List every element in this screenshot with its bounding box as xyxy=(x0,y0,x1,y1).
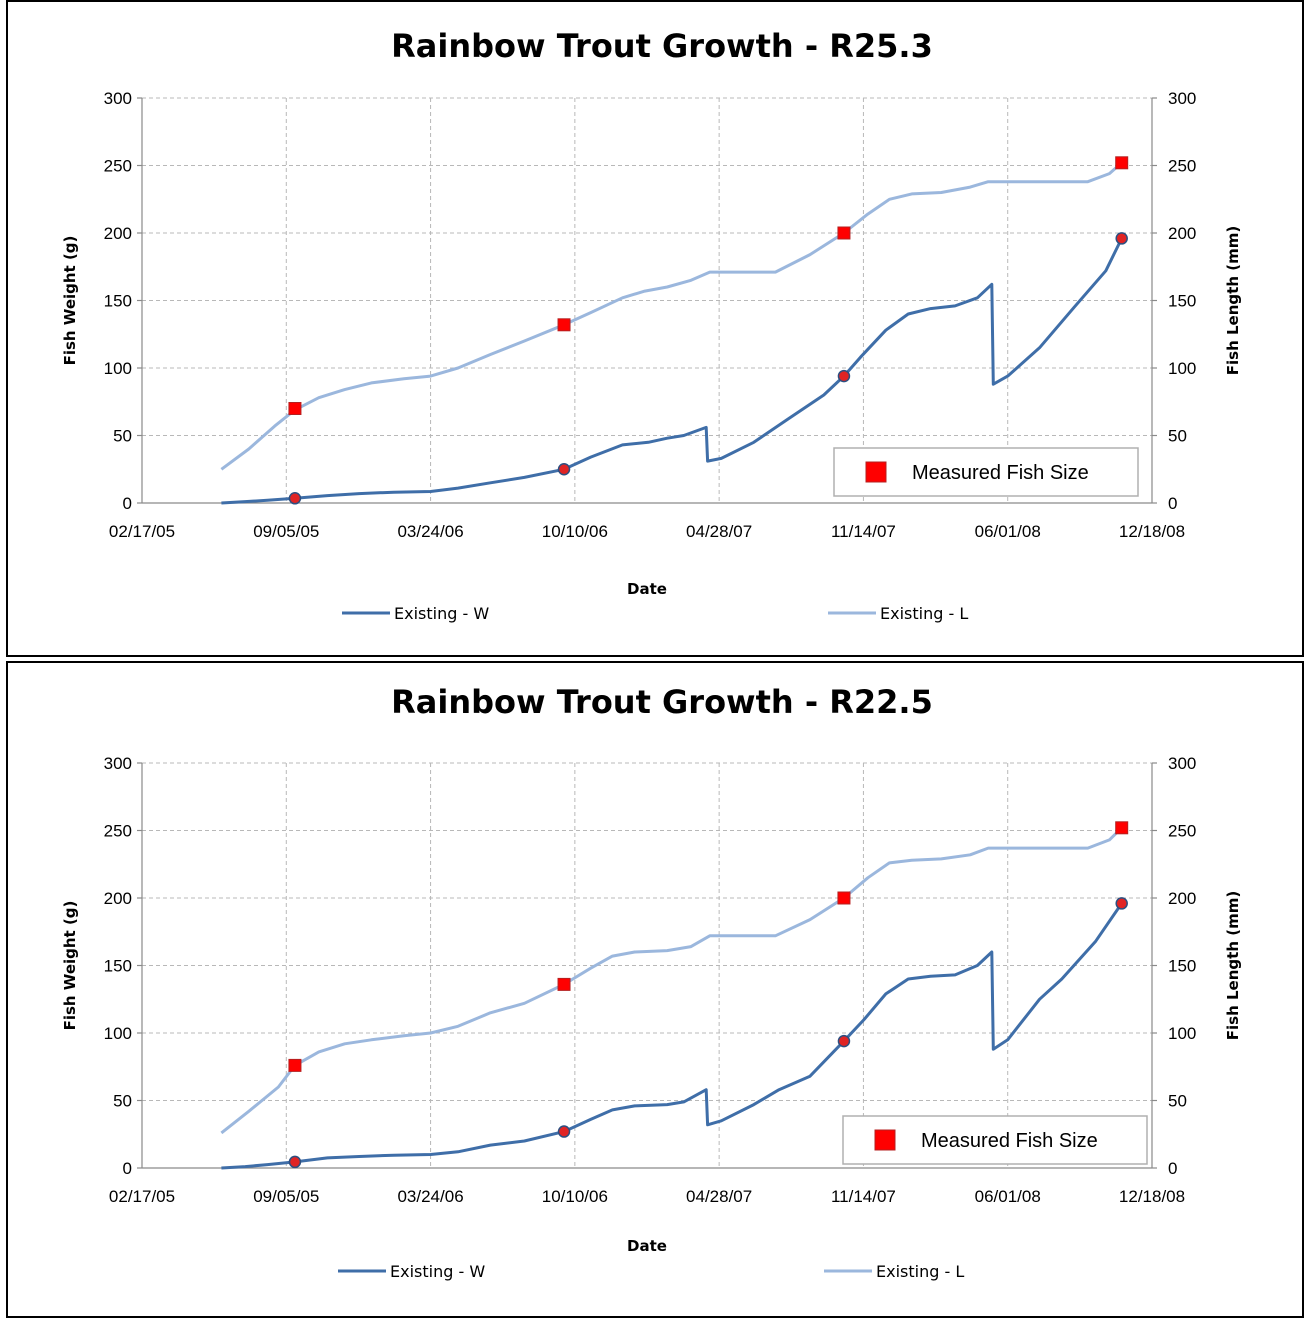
y-right-tick-label: 100 xyxy=(1168,1024,1196,1043)
legend-label-existing-l: Existing - L xyxy=(880,604,968,623)
y-left-tick-label: 250 xyxy=(104,157,132,176)
measured-weight-marker xyxy=(288,492,302,505)
x-tick-label: 12/18/08 xyxy=(1119,522,1185,541)
y-right-tick-label: 200 xyxy=(1168,889,1196,908)
x-tick-label: 11/14/07 xyxy=(831,1187,896,1206)
y-left-tick-label: 300 xyxy=(104,754,132,773)
y-left-axis-label: Fish Weight (g) xyxy=(61,901,79,1031)
y-left-tick-label: 50 xyxy=(113,427,132,446)
x-tick-label: 02/17/05 xyxy=(109,1187,175,1206)
y-right-tick-label: 250 xyxy=(1168,822,1196,841)
x-tick-label: 10/10/06 xyxy=(542,522,608,541)
chart-title: Rainbow Trout Growth - R22.5 xyxy=(391,683,933,721)
y-left-tick-label: 150 xyxy=(104,957,132,976)
legend-label-existing-l: Existing - L xyxy=(876,1262,964,1281)
chart-r22-5: Rainbow Trout Growth - R22.5 02/17/05 09/0… xyxy=(61,683,1242,1281)
y-right-tick-label: 150 xyxy=(1168,957,1196,976)
y-left-tick-label: 0 xyxy=(123,494,132,513)
y-right-tick-label: 300 xyxy=(1168,754,1196,773)
y-right-tick-label: 200 xyxy=(1168,224,1196,243)
chart-r25-3: Rainbow Trout Growth - R25.3 02/17/05 09/0… xyxy=(61,27,1242,623)
x-tick-label: 04/28/07 xyxy=(686,1187,752,1206)
x-tick-label: 10/10/06 xyxy=(542,1187,608,1206)
y-right-tick-label: 150 xyxy=(1168,292,1196,311)
x-tick-label: 03/24/06 xyxy=(397,522,463,541)
series-line-existing-w xyxy=(221,237,1124,505)
inner-legend-swatch xyxy=(865,461,887,483)
y-right-tick-label: 250 xyxy=(1168,157,1196,176)
y-left-tick-label: 200 xyxy=(104,889,132,908)
x-tick-label: 06/01/08 xyxy=(975,522,1041,541)
y-left-tick-label: 200 xyxy=(104,224,132,243)
x-tick-label: 09/05/05 xyxy=(253,1187,319,1206)
y-left-axis-label: Fish Weight (g) xyxy=(61,236,79,366)
y-right-axis-label: Fish Length (mm) xyxy=(1224,226,1242,375)
series-line-existing-l xyxy=(220,161,1123,471)
measured-size-marker xyxy=(557,977,571,991)
x-axis-label: Date xyxy=(627,580,667,598)
measured-weight-marker xyxy=(837,1034,851,1048)
y-right-tick-label: 50 xyxy=(1168,1092,1187,1111)
y-right-tick-label: 50 xyxy=(1168,427,1187,446)
y-left-tick-label: 100 xyxy=(104,359,132,378)
series-line-existing-w xyxy=(221,902,1123,1170)
y-right-axis-label: Fish Length (mm) xyxy=(1224,891,1242,1040)
measured-size-marker xyxy=(837,891,851,905)
x-axis-label: Date xyxy=(627,1237,667,1255)
series-line-existing-l xyxy=(220,826,1123,1135)
measured-weight-marker xyxy=(557,463,571,476)
chart-panel-r22-5: Rainbow Trout Growth - R22.5 02/17/05 09/0… xyxy=(6,661,1304,1318)
measured-size-marker xyxy=(288,1058,302,1072)
measured-size-marker xyxy=(837,226,851,240)
measured-size-marker xyxy=(557,318,571,332)
chart-title: Rainbow Trout Growth - R25.3 xyxy=(391,27,933,65)
legend-label-existing-w: Existing - W xyxy=(394,604,489,623)
measured-weight-marker xyxy=(288,1155,302,1169)
x-tick-label: 02/17/05 xyxy=(109,522,175,541)
x-tick-label: 09/05/05 xyxy=(253,522,319,541)
x-tick-label: 11/14/07 xyxy=(831,522,896,541)
y-left-tick-label: 300 xyxy=(104,89,132,108)
y-left-tick-label: 0 xyxy=(123,1159,132,1178)
inner-legend-swatch xyxy=(874,1129,896,1151)
legend-label-existing-w: Existing - W xyxy=(390,1262,485,1281)
y-left-tick-label: 50 xyxy=(113,1092,132,1111)
measured-weight-marker xyxy=(837,369,851,383)
x-tick-label: 03/24/06 xyxy=(397,1187,463,1206)
chart-panel-r25-3: Rainbow Trout Growth - R25.3 02/17/05 09/0… xyxy=(6,0,1304,657)
x-tick-label: 06/01/08 xyxy=(975,1187,1041,1206)
measured-weight-marker xyxy=(557,1125,571,1138)
y-right-tick-label: 100 xyxy=(1168,359,1196,378)
measured-weight-marker xyxy=(1115,232,1128,245)
measured-size-marker xyxy=(288,402,302,415)
measured-size-marker xyxy=(1115,156,1129,170)
y-left-tick-label: 250 xyxy=(104,822,132,841)
measured-size-marker xyxy=(1115,821,1129,835)
y-right-tick-label: 0 xyxy=(1168,1159,1177,1178)
y-right-tick-label: 300 xyxy=(1168,89,1196,108)
y-right-tick-label: 0 xyxy=(1168,494,1177,513)
inner-legend-label: Measured Fish Size xyxy=(912,462,1089,484)
inner-legend-label: Measured Fish Size xyxy=(921,1130,1098,1152)
y-left-tick-label: 150 xyxy=(104,292,132,311)
y-left-tick-label: 100 xyxy=(104,1024,132,1043)
measured-weight-marker xyxy=(1115,897,1128,910)
x-tick-label: 04/28/07 xyxy=(686,522,752,541)
x-tick-label: 12/18/08 xyxy=(1119,1187,1185,1206)
